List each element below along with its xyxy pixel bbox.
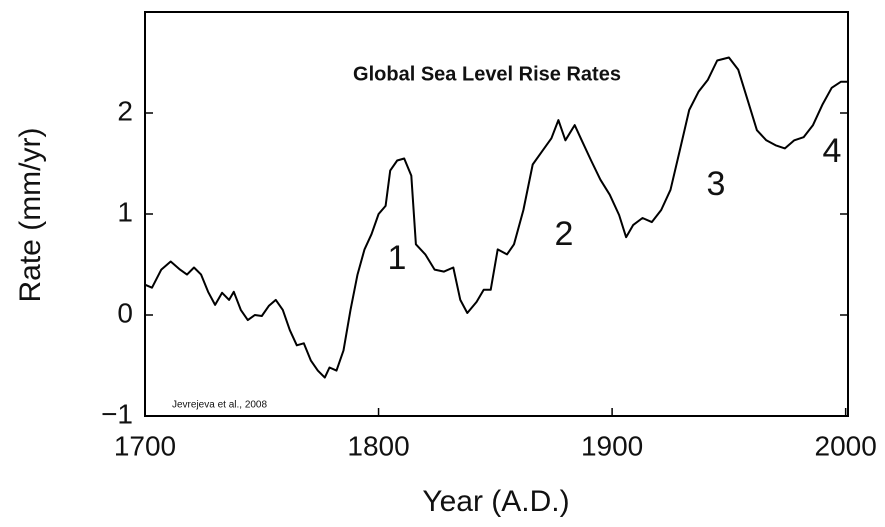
y-tick-label: 1 xyxy=(117,196,133,227)
annotation: 1 xyxy=(388,239,407,277)
x-tick-label: 1700 xyxy=(114,430,176,461)
y-tick-label: −1 xyxy=(101,398,133,429)
y-tick-label: 0 xyxy=(117,297,133,328)
x-tick-label: 1800 xyxy=(347,430,409,461)
annotation: 4 xyxy=(823,132,842,170)
annotation: 2 xyxy=(555,215,574,253)
chart-title: Global Sea Level Rise Rates xyxy=(353,63,621,85)
annotation: 3 xyxy=(707,165,726,203)
x-tick-label: 2000 xyxy=(815,430,877,461)
y-axis-label: Rate (mm/yr) xyxy=(14,128,47,303)
source-note: Jevrejeva et al., 2008 xyxy=(172,400,267,411)
data-line xyxy=(144,56,848,379)
y-tick-label: 2 xyxy=(117,95,133,126)
x-axis-label: Year (A.D.) xyxy=(422,485,569,518)
x-tick-label: 1900 xyxy=(581,430,643,461)
